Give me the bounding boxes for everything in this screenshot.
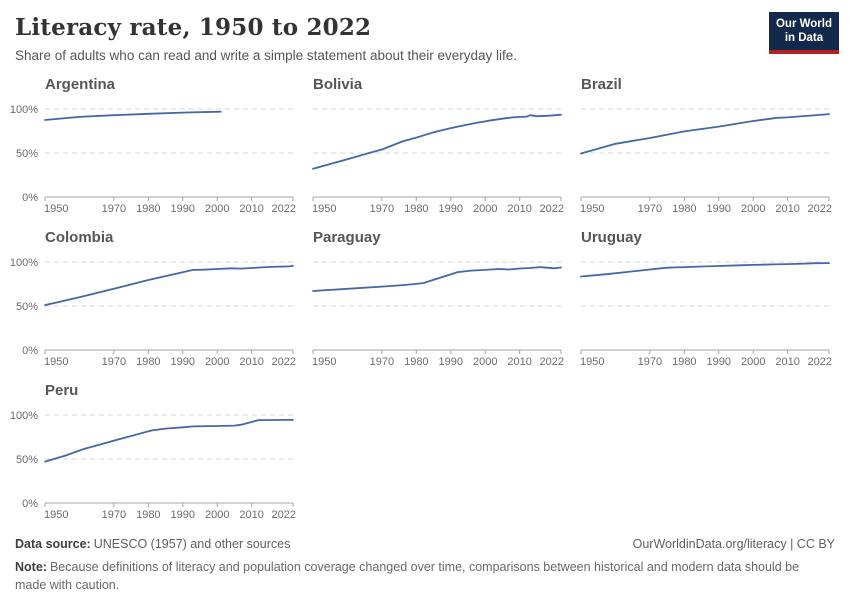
svg-text:1980: 1980	[136, 509, 160, 521]
svg-text:1980: 1980	[672, 356, 696, 368]
footnote-text: Because definitions of literacy and popu…	[15, 560, 800, 593]
country-chart: Bolivia 1950 1970 1980 1990 2000 2010 2022	[312, 75, 564, 215]
svg-text:1990: 1990	[707, 203, 731, 215]
svg-text:2000: 2000	[741, 356, 765, 368]
country-chart: Brazil 1950 1970 1980 1990 2000 2010 2022	[580, 75, 832, 215]
svg-text:1990: 1990	[707, 356, 731, 368]
svg-text:2022: 2022	[808, 203, 832, 215]
country-chart: Uruguay 1950 1970 1980 1990 2000 2010 2022	[580, 228, 832, 368]
svg-text:50%: 50%	[16, 148, 38, 160]
data-source-label: Data source:	[15, 537, 91, 551]
line-chart-panel: 1950 1970 1980 1990 2000 2010 2022	[580, 108, 832, 215]
svg-text:1990: 1990	[171, 203, 195, 215]
header: Literacy rate, 1950 to 2022 Share of adu…	[15, 12, 839, 63]
svg-text:2010: 2010	[775, 203, 799, 215]
svg-text:1980: 1980	[672, 203, 696, 215]
svg-text:2022: 2022	[272, 356, 296, 368]
country-chart: Paraguay 1950 1970 1980 1990 2000 2010 2022	[312, 228, 564, 368]
svg-text:100%: 100%	[10, 104, 38, 116]
svg-text:0%: 0%	[22, 498, 38, 510]
svg-text:1950: 1950	[580, 203, 604, 215]
svg-text:2010: 2010	[507, 203, 531, 215]
svg-text:2000: 2000	[473, 356, 497, 368]
owid-logo-line2: in Data	[784, 32, 824, 45]
country-chart-title: Uruguay	[581, 229, 642, 246]
country-chart-title: Colombia	[45, 229, 114, 246]
svg-text:1970: 1970	[638, 203, 662, 215]
svg-text:2010: 2010	[507, 356, 531, 368]
svg-text:2022: 2022	[808, 356, 832, 368]
data-source: Data source: UNESCO (1957) and other sour…	[15, 535, 290, 553]
svg-text:1990: 1990	[439, 356, 463, 368]
line-chart-panel: 1950 1970 1980 1990 2000 2010 2022	[312, 108, 564, 215]
svg-text:1950: 1950	[580, 356, 604, 368]
line-chart-panel: 1950 1970 1980 1990 2000 2010 2022	[312, 261, 564, 368]
svg-text:1950: 1950	[44, 509, 68, 521]
svg-text:2000: 2000	[741, 203, 765, 215]
country-chart: Colombia 100% 50% 0% 1950 1970 1980 1990 2000 20…	[10, 228, 296, 368]
svg-text:2022: 2022	[272, 509, 296, 521]
svg-text:1990: 1990	[171, 356, 195, 368]
svg-text:2000: 2000	[473, 203, 497, 215]
svg-text:1990: 1990	[171, 509, 195, 521]
svg-text:1990: 1990	[439, 203, 463, 215]
footer-source-row: Data source: UNESCO (1957) and other sour…	[15, 535, 835, 553]
country-chart-title: Bolivia	[313, 76, 363, 93]
charts-grid: Argentina 100% 50% 0% 1950 1970 1980 1990 2000 2…	[10, 75, 835, 521]
svg-text:2010: 2010	[239, 509, 263, 521]
svg-text:1970: 1970	[102, 356, 126, 368]
line-chart-panel: 100% 50% 0% 1950 1970 1980 1990 2000 2010 2022	[10, 104, 296, 215]
credit-link[interactable]: OurWorldinData.org/literacy | CC BY	[632, 537, 835, 551]
line-chart-panel: 1950 1970 1980 1990 2000 2010 2022	[580, 261, 832, 368]
svg-text:50%: 50%	[16, 454, 38, 466]
svg-text:2022: 2022	[272, 203, 296, 215]
country-chart-title: Paraguay	[313, 229, 381, 246]
svg-text:1950: 1950	[44, 203, 68, 215]
country-chart-title: Peru	[45, 382, 79, 399]
svg-text:1980: 1980	[136, 356, 160, 368]
country-chart: Peru 100% 50% 0% 1950 1970 1980 1990 2000 2010 20…	[10, 381, 296, 521]
page-title: Literacy rate, 1950 to 2022	[15, 14, 372, 41]
owid-logo-line1: Our World	[775, 18, 832, 30]
country-chart-title: Argentina	[45, 76, 116, 93]
svg-text:1970: 1970	[102, 509, 126, 521]
footnote: Note: Because definitions of literacy and…	[15, 558, 827, 594]
svg-text:2000: 2000	[205, 203, 229, 215]
svg-text:2000: 2000	[205, 356, 229, 368]
svg-text:1950: 1950	[312, 203, 336, 215]
svg-text:1970: 1970	[370, 356, 394, 368]
svg-text:1980: 1980	[404, 203, 428, 215]
page-subtitle: Share of adults who can read and write a…	[15, 48, 518, 63]
svg-text:1950: 1950	[312, 356, 336, 368]
svg-text:100%: 100%	[10, 410, 38, 422]
line-chart-panel: 100% 50% 0% 1950 1970 1980 1990 2000 2010 2022	[10, 410, 296, 521]
footnote-label: Note:	[15, 560, 47, 575]
svg-text:1980: 1980	[136, 203, 160, 215]
svg-text:100%: 100%	[10, 257, 38, 269]
svg-text:0%: 0%	[22, 192, 38, 204]
svg-text:1970: 1970	[638, 356, 662, 368]
svg-text:0%: 0%	[22, 345, 38, 357]
svg-text:1950: 1950	[44, 356, 68, 368]
svg-text:2022: 2022	[540, 356, 564, 368]
owid-logo: Our World in Data	[768, 12, 839, 54]
line-chart-panel: 100% 50% 0% 1950 1970 1980 1990 2000 2010 2022	[10, 257, 296, 368]
svg-text:2022: 2022	[540, 203, 564, 215]
svg-text:2010: 2010	[775, 356, 799, 368]
svg-text:2010: 2010	[239, 203, 263, 215]
svg-text:2010: 2010	[239, 356, 263, 368]
svg-text:2000: 2000	[205, 509, 229, 521]
svg-text:50%: 50%	[16, 301, 38, 313]
svg-text:1970: 1970	[102, 203, 126, 215]
header-text: Literacy rate, 1950 to 2022 Share of adu…	[15, 14, 517, 63]
country-chart: Argentina 100% 50% 0% 1950 1970 1980 1990 2000 2…	[10, 75, 296, 215]
footer: Data source: UNESCO (1957) and other sour…	[15, 535, 835, 594]
svg-text:1970: 1970	[370, 203, 394, 215]
country-chart-title: Brazil	[581, 76, 622, 93]
data-source-text: UNESCO (1957) and other sources	[93, 537, 291, 551]
svg-text:1980: 1980	[404, 356, 428, 368]
